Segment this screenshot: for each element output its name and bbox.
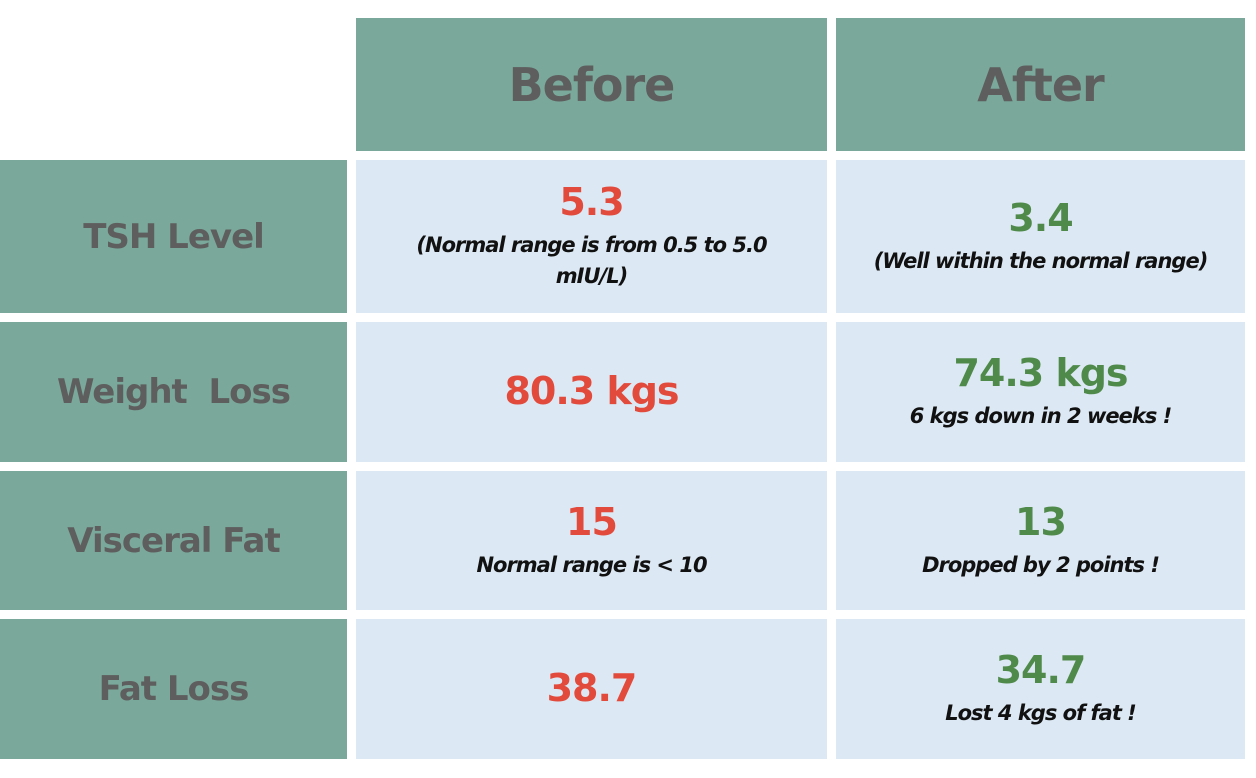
column-title-after: After <box>977 57 1104 112</box>
row-header-weight-loss: Weight Loss <box>0 322 347 462</box>
after-note: Dropped by 2 points ! <box>922 552 1160 577</box>
after-value: 3.4 <box>1008 195 1073 240</box>
before-value: 5.3 <box>559 180 624 225</box>
row-title: Visceral Fat <box>67 520 280 561</box>
after-value: 74.3 kgs <box>953 351 1128 396</box>
cell-tsh-after: 3.4 (Well within the normal range) <box>836 160 1245 313</box>
column-header-before: Before <box>356 18 827 151</box>
before-value: 38.7 <box>546 666 638 711</box>
row-title: TSH Level <box>83 216 265 257</box>
before-value: 15 <box>566 499 618 544</box>
after-note: (Well within the normal range) <box>873 248 1209 273</box>
row-title: Fat Loss <box>98 669 250 709</box>
cell-visceral-before: 15 Normal range is < 10 <box>356 471 827 610</box>
after-note: 6 kgs down in 2 weeks ! <box>909 404 1172 429</box>
after-value: 13 <box>1015 499 1067 544</box>
after-note: Lost 4 kgs of fat ! <box>945 701 1136 726</box>
cell-fat-before: 38.7 <box>356 619 827 759</box>
row-header-visceral-fat: Visceral Fat <box>0 471 347 610</box>
before-value: 80.3 kgs <box>504 369 679 414</box>
before-note: Normal range is < 10 <box>476 552 707 577</box>
after-value: 34.7 <box>995 648 1087 693</box>
row-header-fat-loss: Fat Loss <box>0 619 347 759</box>
column-header-after: After <box>836 18 1245 151</box>
cell-weight-before: 80.3 kgs <box>356 322 827 462</box>
cell-fat-after: 34.7 Lost 4 kgs of fat ! <box>836 619 1245 759</box>
cell-tsh-before: 5.3 (Normal range is from 0.5 to 5.0 mIU… <box>356 160 827 313</box>
cell-weight-after: 74.3 kgs 6 kgs down in 2 weeks ! <box>836 322 1245 462</box>
before-note: (Normal range is from 0.5 to 5.0 mIU/L) <box>416 232 767 289</box>
row-title: Weight Loss <box>57 372 291 412</box>
cell-visceral-after: 13 Dropped by 2 points ! <box>836 471 1245 610</box>
row-header-tsh-level: TSH Level <box>0 160 347 313</box>
column-title-before: Before <box>508 57 676 112</box>
